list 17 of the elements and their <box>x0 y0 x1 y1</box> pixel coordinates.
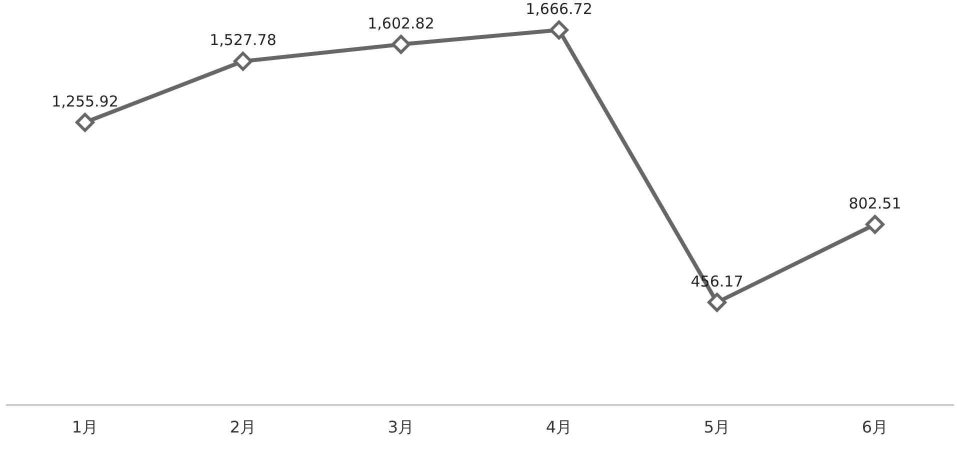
point <box>76 112 94 132</box>
x-tick-label: 1月 <box>72 417 98 436</box>
point <box>392 34 410 54</box>
point <box>234 52 252 71</box>
data-label: 1,602.82 <box>368 14 434 32</box>
data-label: 1,255.92 <box>52 92 118 110</box>
x-tick-label: 6月 <box>862 417 888 436</box>
x-tick-label: 3月 <box>388 417 414 436</box>
point <box>708 292 726 312</box>
data-label: 1,666.72 <box>526 0 592 18</box>
data-label: 1,527.78 <box>210 31 276 50</box>
point <box>866 214 884 234</box>
point <box>550 20 568 40</box>
x-tick-label: 4月 <box>546 417 572 436</box>
x-tick-label: 2月 <box>230 417 256 436</box>
x-tick-label: 5月 <box>704 417 730 436</box>
data-label: 802.51 <box>848 194 902 212</box>
